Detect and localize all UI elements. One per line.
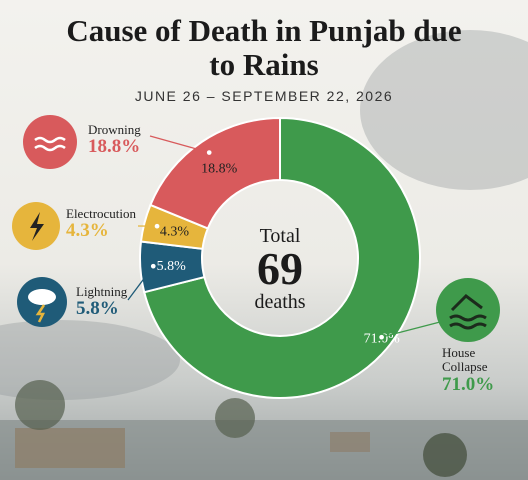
bolt-icon — [30, 212, 44, 241]
category-name: Drowning — [88, 122, 141, 137]
storm-cloud — [360, 30, 528, 190]
donut-segment — [143, 116, 421, 399]
category-label: House Collapse 71.0% — [442, 345, 522, 395]
cloud-icon — [28, 289, 56, 305]
segment-label: 5.8% — [157, 259, 187, 274]
segment-label: 18.8% — [201, 162, 238, 177]
category-percent: 18.8% — [88, 136, 141, 158]
bolt-icon — [35, 304, 46, 323]
category-name: House Collapse — [442, 345, 488, 375]
center-total: 69 — [257, 243, 303, 294]
wave-icon — [34, 136, 66, 152]
leader-line — [149, 135, 210, 154]
leader-dot — [205, 148, 213, 157]
center-bottom: deaths — [254, 291, 305, 313]
subtitle: JUNE 26 – SEPTEMBER 22, 2026 — [134, 88, 394, 104]
category-label: Drowning 18.8% — [88, 122, 178, 158]
category-percent: 71.0% — [442, 373, 495, 395]
leader-dot — [377, 333, 386, 341]
house-wave-icon — [449, 294, 487, 330]
leader-dot — [149, 262, 157, 270]
tree — [15, 380, 65, 430]
tree — [423, 433, 467, 477]
donut-segment — [149, 116, 281, 230]
category-percent: 5.8% — [76, 298, 119, 320]
category-name: Lightning — [76, 284, 128, 299]
title: Cause of Death in Punjab due to Rains — [66, 13, 462, 83]
house-collapse-icon — [436, 278, 500, 342]
leader-line — [381, 321, 441, 338]
leader-dot — [153, 222, 161, 230]
category-percent: 4.3% — [66, 220, 109, 242]
tree — [215, 398, 255, 438]
category-name: Electrocution — [66, 206, 137, 221]
center-top: Total — [260, 225, 301, 247]
segment-label: 4.3% — [160, 225, 190, 240]
house — [330, 432, 370, 452]
category-label: Electrocution 4.3% — [66, 206, 156, 242]
leader-line — [127, 265, 154, 301]
cloud — [0, 320, 180, 400]
category-label: Lightning 5.8% — [76, 284, 156, 320]
ruined-house — [15, 428, 125, 468]
